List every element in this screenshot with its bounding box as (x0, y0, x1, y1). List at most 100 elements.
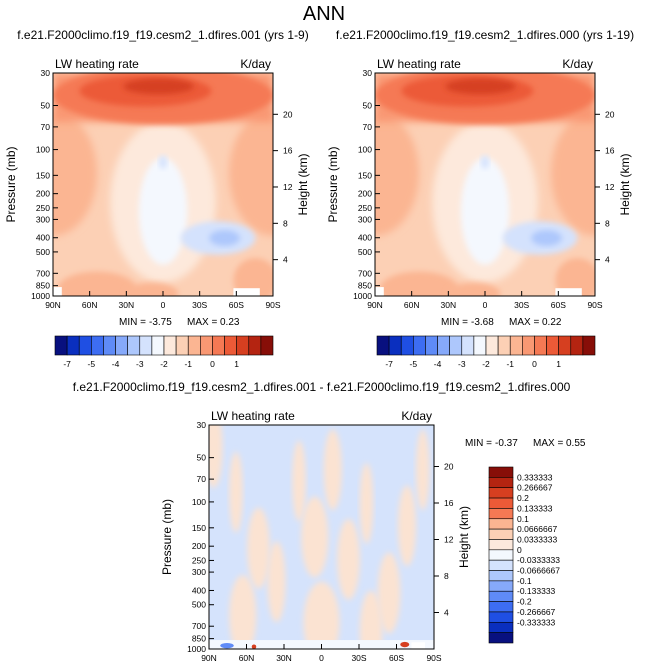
colorbar-box (400, 335, 414, 356)
colorbar: -7 -5 -4 -3 -2 -1 0 1 (54, 335, 274, 369)
y-tick-label: 500 (192, 600, 206, 610)
missing-data (375, 287, 384, 296)
field-contour (400, 641, 410, 648)
stats-min-label: MIN = (465, 438, 492, 449)
colorbar-box (388, 335, 402, 356)
colorbar-label: 0.333333 (517, 472, 553, 482)
field-contour (377, 552, 401, 634)
y-tick-label: 150 (192, 523, 206, 533)
colorbar-label: 0.0666667 (517, 524, 557, 534)
colorbar-box (163, 335, 177, 356)
field-contour (229, 575, 257, 649)
colorbar-label: -4 (434, 359, 442, 369)
field-contour (220, 642, 234, 649)
field-contour (159, 155, 167, 169)
field-contour (323, 429, 342, 511)
y2-axis-title: Height (km) (457, 506, 471, 568)
y-tick-label: 700 (36, 268, 50, 278)
colorbar-label: 0 (210, 359, 215, 369)
colorbar-box (461, 335, 475, 356)
field (375, 73, 595, 296)
y-tick-label: 100 (358, 145, 372, 155)
stats-max-value: 0.22 (542, 317, 562, 328)
field-contour (209, 230, 241, 246)
field-contour (555, 258, 595, 296)
y-axis-title: Pressure (mb) (160, 499, 174, 575)
x-tick-label: 30N (276, 653, 292, 663)
colorbar-box (488, 466, 514, 478)
field-contour (209, 425, 223, 488)
colorbar-box (509, 335, 523, 356)
colorbar-box (91, 335, 104, 356)
colorbar-box (488, 621, 514, 633)
field-contour (138, 157, 188, 265)
y-tick-label: 1000 (31, 291, 50, 301)
field (209, 425, 434, 649)
field-contour (229, 451, 243, 533)
colorbar-box (488, 590, 514, 602)
y-axis-title: Pressure (mb) (4, 146, 18, 222)
x-tick-label: 0 (319, 653, 324, 663)
stats-max-label: MAX = (509, 317, 539, 328)
colorbar-label: 0.266667 (517, 483, 553, 493)
colorbar-label: 1 (556, 359, 561, 369)
field-contour (445, 78, 516, 95)
colorbar-box (175, 335, 189, 356)
y-tick-label: 50 (197, 453, 207, 463)
y2-tick-label: 12 (444, 534, 454, 544)
right-string: K/day (562, 57, 593, 71)
panel-title: f.e21.F2000climo.f19_f19.cesm2_1.dfires.… (336, 28, 634, 42)
colorbar-label: -7 (63, 359, 71, 369)
y-tick-label: 1000 (353, 291, 372, 301)
colorbar-box (497, 335, 511, 356)
colorbar-box (485, 335, 499, 356)
field-contour (301, 496, 329, 578)
x-tick-label: 60S (389, 653, 404, 663)
colorbar-label: -0.333333 (517, 617, 556, 627)
colorbar-box (187, 335, 201, 356)
colorbar-box (248, 335, 262, 356)
y-tick-label: 700 (192, 621, 206, 631)
y2-tick-label: 16 (444, 498, 454, 508)
field-contour (53, 110, 97, 236)
colorbar-box (488, 528, 514, 540)
colorbar-label: -2 (482, 359, 490, 369)
x-tick-label: 30S (514, 300, 529, 310)
y2-tick-label: 16 (283, 146, 293, 156)
y2-tick-label: 12 (283, 182, 293, 192)
field-contour (375, 110, 419, 236)
x-tick-label: 30S (192, 300, 207, 310)
colorbar-box (200, 335, 213, 356)
colorbar-label: -3 (458, 359, 466, 369)
colorbar-box (103, 335, 116, 356)
field-contour (247, 507, 270, 589)
missing-data (233, 288, 260, 296)
colorbar-box (546, 335, 559, 356)
y-tick-label: 500 (358, 247, 372, 257)
y-tick-label: 850 (36, 281, 50, 291)
panel-2: f.e21.F2000climo.f19_f19.cesm2_1.dfires.… (326, 28, 634, 310)
colorbar-box (488, 508, 514, 520)
y2-tick-label: 4 (283, 255, 288, 265)
missing-data (555, 288, 582, 296)
colorbar-box (260, 335, 274, 356)
stats-max-label: MAX = (187, 317, 217, 328)
y-tick-label: 150 (36, 170, 50, 180)
colorbar-label: 1 (234, 359, 239, 369)
colorbar-box (425, 335, 438, 356)
y-tick-label: 400 (358, 233, 372, 243)
colorbar-box (127, 335, 141, 356)
colorbar-box (570, 335, 584, 356)
field-contour (57, 271, 137, 296)
y2-tick-label: 8 (444, 571, 449, 581)
panel-title: f.e21.F2000climo.f19_f19.cesm2_1.dfires.… (17, 28, 308, 42)
colorbar-box (66, 335, 80, 356)
colorbar-label: 0.1 (517, 514, 529, 524)
colorbar-box (488, 601, 514, 613)
colorbar-label: -0.2 (517, 597, 532, 607)
y2-tick-label: 8 (283, 218, 288, 228)
x-tick-label: 90N (45, 300, 61, 310)
x-tick-label: 60N (82, 300, 98, 310)
y-tick-label: 400 (36, 233, 50, 243)
